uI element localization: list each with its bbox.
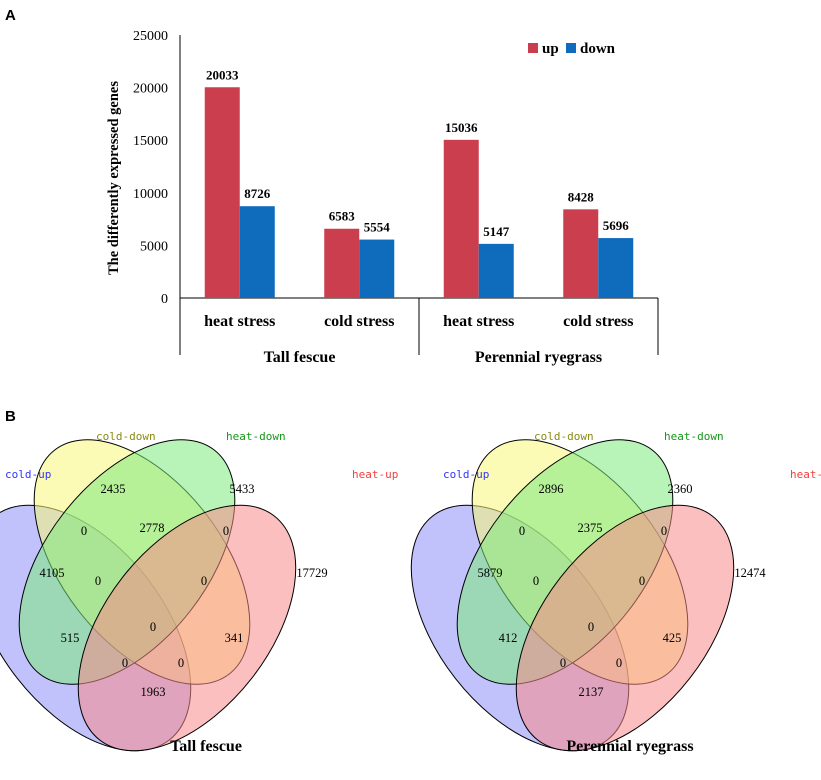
bar-value-label: 8428 <box>568 189 595 204</box>
venn-region-cd: 2896 <box>539 482 564 496</box>
venn-region-all: 0 <box>150 620 156 634</box>
venn-region-cu_cd_hd: 412 <box>499 631 518 645</box>
bar-up-3 <box>443 139 479 298</box>
venn-title: Perennial ryegrass <box>566 738 693 755</box>
bar-up-4 <box>563 209 599 298</box>
category-label: cold stress <box>324 313 394 330</box>
group-labels: Tall fescue Perennial ryegrass <box>264 349 603 366</box>
venn-region-cd_hd: 2778 <box>140 521 165 535</box>
y-axis-ticks: 0 5000 10000 15000 20000 25000 <box>133 29 168 307</box>
venn-region-hd: 2360 <box>668 482 693 496</box>
venn-set-label: cold-down <box>96 430 156 443</box>
venn-region-cu_hd: 0 <box>95 574 101 588</box>
venn-region-cd_hu: 0 <box>639 574 645 588</box>
venn-diagram-tall-fescue: cold-up cold-down heat-down heat-up 4105 2435… <box>0 430 398 755</box>
y-tick-label: 0 <box>161 292 168 307</box>
venn-set-label: cold-up <box>5 468 51 481</box>
y-tick-label: 25000 <box>133 29 168 44</box>
venn-set-label: heat-down <box>226 430 286 443</box>
bar-down-3 <box>478 243 514 298</box>
venn-region-hd_hu: 0 <box>661 524 667 538</box>
venn-region-cu: 5879 <box>478 566 503 580</box>
venn-set-label: heat-up <box>352 468 398 481</box>
venn-region-cu_hu: 1963 <box>141 685 166 699</box>
venn-region-cu_cd_hu: 0 <box>122 656 128 670</box>
y-tick-label: 5000 <box>140 239 168 254</box>
legend-swatch-up <box>528 43 538 53</box>
category-label: cold stress <box>563 313 633 330</box>
venn-set-heat-up <box>77 504 297 752</box>
bar-up-2 <box>324 228 360 298</box>
venn-region-cu_hd_hu: 0 <box>178 656 184 670</box>
venn-region-cd_hu: 0 <box>201 574 207 588</box>
panel-b-letter: B <box>5 408 16 425</box>
venn-region-cu_hd: 0 <box>533 574 539 588</box>
bar-down-4 <box>598 238 634 298</box>
venn-region-hu: 12474 <box>734 566 766 580</box>
venn-region-cd_hd_hu: 425 <box>663 631 682 645</box>
venn-set-heat-up <box>515 504 735 752</box>
bar-value-label: 5696 <box>603 218 630 233</box>
bar-value-label: 15036 <box>445 120 478 135</box>
venn-region-cd: 2435 <box>101 482 126 496</box>
venn-region-hu: 17729 <box>296 566 327 580</box>
bar-down-1 <box>239 206 275 298</box>
legend-swatch-down <box>566 43 576 53</box>
bar-value-label: 6583 <box>329 209 356 224</box>
bar-value-label: 5147 <box>483 224 510 239</box>
bar-down-2 <box>359 239 395 298</box>
bar-value-label: 5554 <box>364 220 391 235</box>
y-tick-label: 10000 <box>133 187 168 202</box>
category-label: heat stress <box>204 313 275 330</box>
venn-region-cu: 4105 <box>40 566 65 580</box>
legend: up down <box>528 41 616 57</box>
venn-region-cd_hd: 2375 <box>578 521 603 535</box>
legend-label-up: up <box>542 41 559 57</box>
venn-region-all: 0 <box>588 620 594 634</box>
group-label: Tall fescue <box>264 349 336 366</box>
group-label: Perennial ryegrass <box>475 349 602 366</box>
venn-set-label: cold-up <box>443 468 489 481</box>
venn-region-cu_cd: 0 <box>519 524 525 538</box>
panel-a-letter: A <box>5 7 16 24</box>
venn-region-cd_hd_hu: 341 <box>225 631 244 645</box>
bar-value-label: 8726 <box>244 186 271 201</box>
venn-title: Tall fescue <box>170 738 242 755</box>
venn-region-hd: 5433 <box>230 482 255 496</box>
bar-chart: The differently expressed genes 0 5000 100… <box>106 29 659 366</box>
venn-set-label: heat-down <box>664 430 724 443</box>
venn-set-label: heat-up <box>790 468 821 481</box>
venn-region-cu_cd: 0 <box>81 524 87 538</box>
bar-up-1 <box>204 87 240 298</box>
venn-region-cu_hd_hu: 0 <box>616 656 622 670</box>
venn-region-cu_cd_hd: 515 <box>61 631 80 645</box>
category-label: heat stress <box>443 313 514 330</box>
legend-label-down: down <box>580 41 616 57</box>
y-tick-label: 20000 <box>133 82 168 97</box>
venn-region-cu_hu: 2137 <box>579 685 604 699</box>
venn-set-label: cold-down <box>534 430 594 443</box>
bar-value-label: 20033 <box>206 67 239 82</box>
venn-diagram-perennial-ryegrass: cold-up cold-down heat-down heat-up 5879 2896… <box>410 430 821 755</box>
y-axis-label: The differently expressed genes <box>106 81 122 275</box>
category-labels: heat stress cold stress heat stress cold st… <box>204 313 633 330</box>
venn-region-cu_cd_hu: 0 <box>560 656 566 670</box>
y-tick-label: 15000 <box>133 134 168 149</box>
venn-region-hd_hu: 0 <box>223 524 229 538</box>
bars: 20033 6583 15036 8428 8726 5554 5147 5696 <box>204 67 634 298</box>
